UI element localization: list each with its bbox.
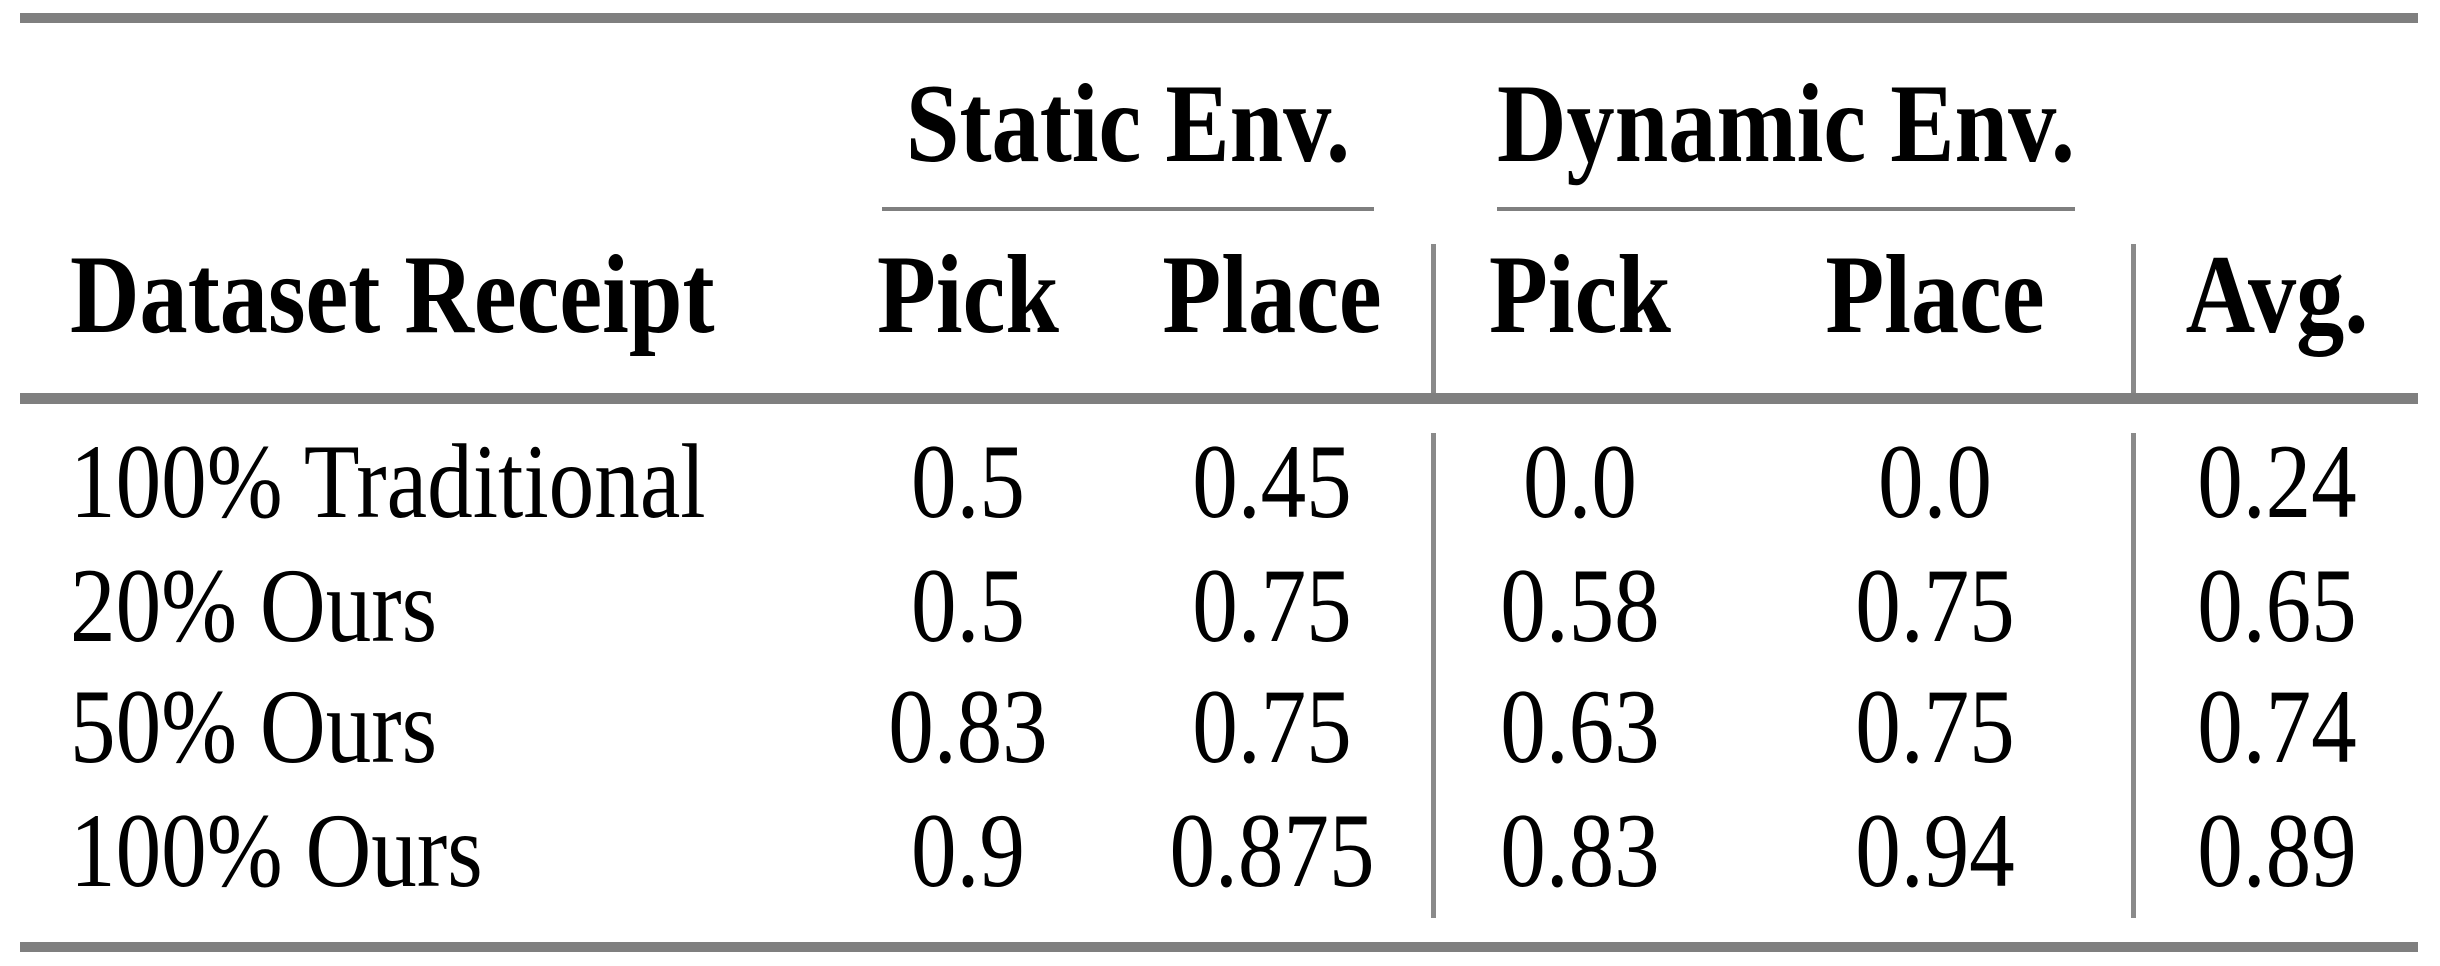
column-header-static-pick: Pick [877, 233, 1059, 357]
column-header-dynamic-pick: Pick [1489, 233, 1671, 357]
cell-static-place: 0.875 [1169, 792, 1375, 909]
group-header-static-env: Static Env. [905, 62, 1351, 186]
cell-dynamic-pick: 0.63 [1500, 668, 1660, 785]
cell-static-pick: 0.9 [911, 792, 1025, 909]
cell-static-pick: 0.5 [911, 547, 1025, 664]
column-header-dynamic-place: Place [1825, 233, 2045, 357]
row-label: 50% Ours [70, 668, 438, 785]
cell-static-pick: 0.5 [911, 423, 1025, 540]
cell-static-pick: 0.83 [888, 668, 1048, 785]
cell-dynamic-place: 0.0 [1878, 423, 1992, 540]
cell-dynamic-place: 0.94 [1855, 792, 2015, 909]
column-header-dataset-receipt: Dataset Receipt [70, 233, 715, 357]
vertical-separator-2-header [2131, 244, 2136, 393]
cell-avg: 0.89 [2197, 792, 2357, 909]
row-label: 20% Ours [70, 547, 438, 664]
row-label: 100% Traditional [70, 423, 706, 540]
bottom-rule [20, 942, 2418, 952]
vertical-separator-1-header [1431, 244, 1436, 393]
top-rule [20, 13, 2418, 23]
vertical-separator-2-body [2131, 433, 2136, 918]
mid-rule [20, 393, 2418, 404]
row-label: 100% Ours [70, 792, 483, 909]
cell-dynamic-place: 0.75 [1855, 547, 2015, 664]
cell-dynamic-place: 0.75 [1855, 668, 2015, 785]
static-env-cmidrule [882, 207, 1374, 211]
cell-static-place: 0.75 [1192, 668, 1352, 785]
vertical-separator-1-body [1431, 433, 1436, 918]
cell-dynamic-pick: 0.83 [1500, 792, 1660, 909]
column-header-static-place: Place [1162, 233, 1382, 357]
cell-dynamic-pick: 0.0 [1523, 423, 1637, 540]
cell-avg: 0.24 [2197, 423, 2357, 540]
group-header-dynamic-env: Dynamic Env. [1496, 62, 2076, 186]
cell-static-place: 0.45 [1192, 423, 1352, 540]
dynamic-env-cmidrule [1497, 207, 2075, 211]
cell-avg: 0.65 [2197, 547, 2357, 664]
cell-avg: 0.74 [2197, 668, 2357, 785]
cell-dynamic-pick: 0.58 [1500, 547, 1660, 664]
cell-static-place: 0.75 [1192, 547, 1352, 664]
column-header-avg: Avg. [2185, 233, 2369, 357]
